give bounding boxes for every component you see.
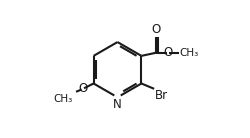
Text: O: O bbox=[78, 82, 88, 95]
Text: Br: Br bbox=[155, 89, 168, 102]
Text: N: N bbox=[113, 98, 122, 111]
Text: CH₃: CH₃ bbox=[179, 48, 199, 58]
Text: CH₃: CH₃ bbox=[54, 94, 73, 104]
Text: O: O bbox=[152, 23, 161, 36]
Text: O: O bbox=[163, 46, 172, 59]
